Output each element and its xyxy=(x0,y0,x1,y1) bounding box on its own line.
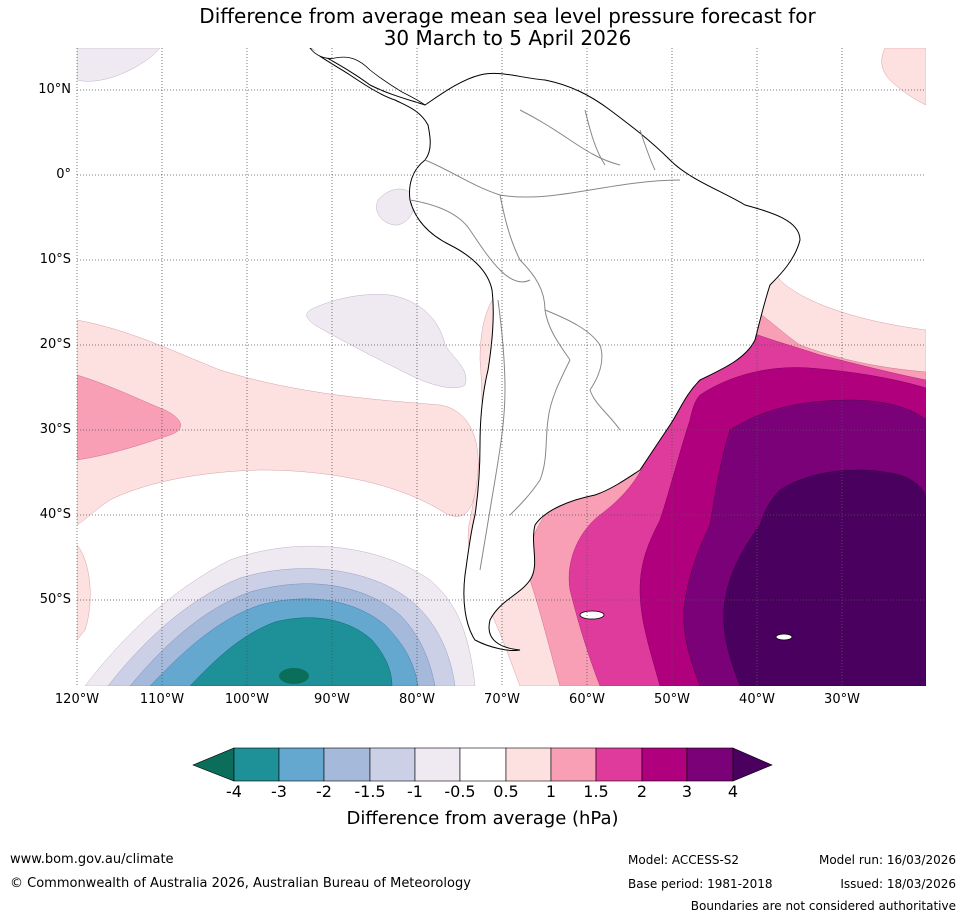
colorbar-label: Difference from average (hPa) xyxy=(346,808,619,829)
colorbar-cell xyxy=(414,747,461,782)
colorbar-cell xyxy=(641,747,688,782)
colorbar-tick: 4 xyxy=(727,782,739,801)
lat-label-0: 0° xyxy=(56,167,71,182)
colorbar xyxy=(192,747,773,782)
lon-label-40w: 40°W xyxy=(739,692,775,707)
colorbar-tick: 1 xyxy=(545,782,557,801)
south-georgia-island xyxy=(775,633,793,641)
anomaly-region-pos-1-west xyxy=(77,374,181,461)
colorbar-cell xyxy=(459,747,507,782)
footer-website-link[interactable]: www.bom.gov.au/climate xyxy=(10,852,174,867)
anomaly-region-pos-0.5-nw xyxy=(881,48,926,106)
colorbar-tick: -1 xyxy=(407,782,423,801)
footer-issued: Issued: 18/03/2026 xyxy=(840,877,956,891)
colorbar-cell xyxy=(233,747,280,782)
lon-label-80w: 80°W xyxy=(399,692,435,707)
lon-label-100w: 100°W xyxy=(224,692,270,707)
title-line-2: 30 March to 5 April 2026 xyxy=(383,26,632,50)
anomaly-region-pos-0.5-sw xyxy=(77,544,91,641)
map-title: Difference from average mean sea level p… xyxy=(0,5,965,49)
colorbar-cell xyxy=(278,747,325,782)
anomaly-region-neg-0.5-north xyxy=(77,48,161,82)
lon-label-30w: 30°W xyxy=(824,692,860,707)
map-plot-area xyxy=(77,48,926,686)
lon-label-110w: 110°W xyxy=(139,692,185,707)
lon-label-60w: 60°W xyxy=(569,692,605,707)
colorbar-tick: 3 xyxy=(681,782,693,801)
lon-label-70w: 70°W xyxy=(484,692,520,707)
footer-model-run: Model run: 16/03/2026 xyxy=(818,853,956,867)
lat-label-10s: 10°S xyxy=(39,252,71,267)
colorbar-tick: -4 xyxy=(226,782,242,801)
anomaly-region-pos-4 xyxy=(723,469,926,686)
colorbar-extend-low xyxy=(192,747,235,782)
colorbar-tick: 0.5 xyxy=(493,782,519,801)
lat-label-50s: 50°S xyxy=(39,592,71,607)
title-line-1: Difference from average mean sea level p… xyxy=(199,4,816,28)
colorbar-tick: -1.5 xyxy=(354,782,386,801)
graticule xyxy=(76,48,926,686)
anomaly-region-neg-4 xyxy=(279,668,309,684)
anomaly-region-pos-0.5-west xyxy=(77,319,479,526)
colorbar-cell xyxy=(505,747,552,782)
footer-copyright: © Commonwealth of Australia 2026, Austra… xyxy=(10,876,471,891)
colorbar-tick: -0.5 xyxy=(444,782,476,801)
colorbar-cell xyxy=(369,747,416,782)
lat-label-40s: 40°S xyxy=(39,507,71,522)
colorbar-tick: -3 xyxy=(271,782,287,801)
colorbar-tick: 1.5 xyxy=(583,782,609,801)
colorbar-extend-high xyxy=(732,747,773,782)
colorbar-cell xyxy=(550,747,597,782)
colorbar-cell xyxy=(686,747,734,782)
south-america-coastline xyxy=(309,48,801,651)
colorbar-cell xyxy=(323,747,371,782)
lat-label-20s: 20°S xyxy=(39,337,71,352)
lat-label-10n: 10°N xyxy=(38,82,71,97)
lon-label-90w: 90°W xyxy=(314,692,350,707)
colorbar-tick: -2 xyxy=(316,782,332,801)
anomaly-region-neg-3 xyxy=(189,617,393,686)
central-america-coastline xyxy=(309,48,426,106)
colorbar-tick: 2 xyxy=(636,782,648,801)
lon-label-50w: 50°W xyxy=(654,692,690,707)
falkland-islands xyxy=(579,610,605,620)
lon-label-120w: 120°W xyxy=(54,692,100,707)
anomaly-region-neg-0.5-galapagos xyxy=(376,188,415,226)
footer-disclaimer: Boundaries are not considered authoritat… xyxy=(690,899,956,913)
colorbar-cell xyxy=(595,747,643,782)
footer-model: Model: ACCESS-S2 xyxy=(628,853,740,867)
footer-base-period: Base period: 1981-2018 xyxy=(628,877,773,891)
lat-label-30s: 30°S xyxy=(39,422,71,437)
anomaly-region-neg-0.5-east-pacific xyxy=(306,294,467,389)
